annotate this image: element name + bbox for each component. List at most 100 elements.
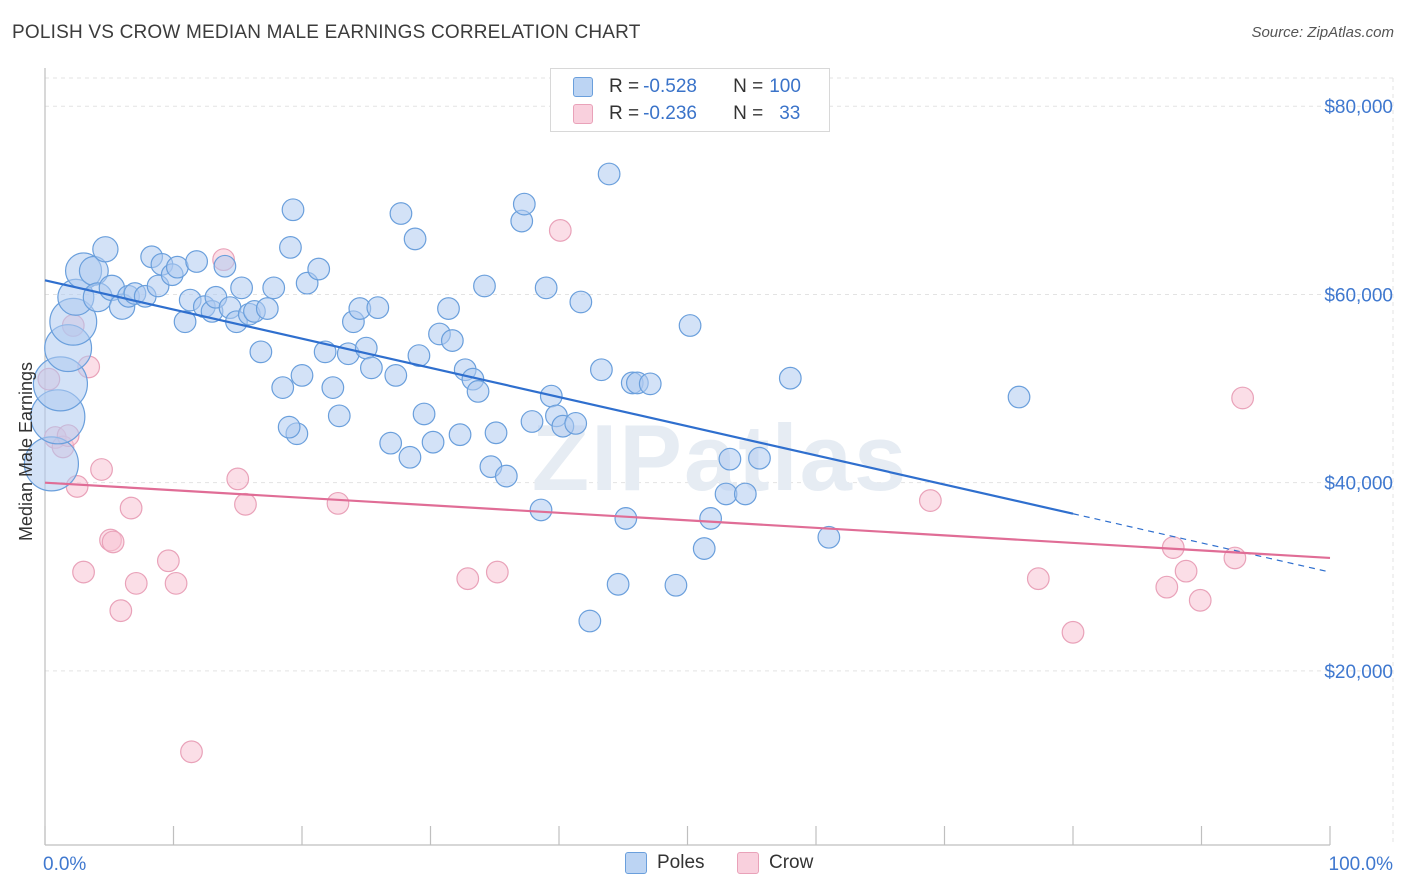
crow-point bbox=[1188, 588, 1212, 612]
y-tick-label: $40,000 bbox=[1324, 474, 1393, 495]
poles-point bbox=[437, 297, 460, 320]
axis-labels: $20,000 $40,000 $60,000 $80,000 0.0% 100.0% Me… bbox=[16, 97, 1393, 875]
poles-point bbox=[440, 329, 464, 352]
y-tick-label: $20,000 bbox=[1324, 662, 1393, 683]
poles-point bbox=[578, 609, 602, 633]
legend-row-poles: R = -0.528 N = 100 bbox=[573, 76, 801, 98]
poles-point bbox=[569, 290, 593, 314]
poles-point bbox=[512, 192, 536, 216]
crow-point bbox=[456, 567, 480, 591]
crow-point bbox=[1155, 575, 1179, 599]
crow-r-label: R = bbox=[609, 103, 640, 124]
crow-point bbox=[326, 491, 350, 515]
poles-point bbox=[529, 498, 553, 522]
poles-point bbox=[534, 276, 558, 300]
poles-point bbox=[403, 227, 427, 251]
poles-n-label: N = bbox=[733, 76, 764, 97]
crow-point bbox=[1026, 567, 1050, 591]
series-legend: Poles Crow bbox=[0, 852, 1406, 878]
poles-point bbox=[692, 537, 716, 560]
poles-point bbox=[614, 507, 638, 530]
poles-point bbox=[714, 482, 738, 506]
crow-n-label: N = bbox=[733, 103, 764, 124]
poles-r-label: R = bbox=[609, 76, 640, 97]
poles-point bbox=[448, 423, 472, 447]
poles-point bbox=[185, 250, 209, 273]
poles-point bbox=[279, 235, 302, 259]
poles-point bbox=[165, 255, 189, 279]
crow-point bbox=[164, 571, 188, 595]
poles-point bbox=[313, 340, 337, 364]
source-note: Source: ZipAtlas.com bbox=[1251, 24, 1394, 41]
x-tick-label-start: 0.0% bbox=[43, 854, 86, 875]
poles-point bbox=[638, 372, 662, 396]
poles-point bbox=[249, 340, 273, 364]
poles-point bbox=[92, 236, 119, 263]
crow-point bbox=[156, 549, 180, 573]
poles-swatch bbox=[573, 77, 593, 97]
poles-point bbox=[389, 202, 413, 225]
poles-legend-swatch bbox=[625, 852, 647, 874]
poles-point bbox=[421, 430, 445, 454]
poles-point bbox=[778, 366, 802, 390]
crow-legend-swatch bbox=[737, 852, 759, 874]
trend-lines bbox=[44, 279, 1331, 573]
poles-point bbox=[473, 274, 496, 298]
poles-point bbox=[327, 404, 351, 428]
crow-point bbox=[119, 496, 143, 520]
poles-point bbox=[520, 410, 544, 433]
x-tick-label-end: 100.0% bbox=[1329, 854, 1394, 875]
poles-point bbox=[384, 363, 408, 387]
poles-point bbox=[262, 276, 286, 300]
poles-point bbox=[733, 482, 757, 506]
poles-point bbox=[307, 257, 331, 281]
poles-trend-line bbox=[44, 279, 1074, 515]
poles-point bbox=[817, 525, 841, 549]
crow-point bbox=[109, 599, 133, 623]
crow-point bbox=[72, 560, 95, 584]
crow-point bbox=[180, 740, 203, 764]
poles-point bbox=[213, 254, 237, 278]
poles-point bbox=[281, 198, 305, 222]
y-tick-label: $60,000 bbox=[1324, 285, 1393, 306]
poles-point bbox=[277, 415, 301, 439]
poles-n-value: 100 bbox=[769, 76, 801, 97]
poles-point bbox=[398, 445, 422, 469]
poles-point bbox=[466, 379, 490, 403]
crow-swatch bbox=[573, 104, 593, 124]
poles-point bbox=[1007, 385, 1031, 409]
poles-point bbox=[590, 358, 613, 382]
poles-trend-extension bbox=[1072, 513, 1331, 573]
poles-point bbox=[255, 297, 279, 320]
crow-point bbox=[1231, 386, 1255, 410]
crow-trend-line bbox=[44, 481, 1331, 560]
poles-point bbox=[699, 507, 723, 530]
crow-point bbox=[485, 560, 509, 584]
legend-item-crow[interactable]: Crow bbox=[737, 852, 813, 874]
poles-point bbox=[230, 276, 254, 300]
poles-point bbox=[606, 572, 630, 596]
correlation-legend: R = -0.528 N = 100 R = -0.236 N = 33 bbox=[550, 68, 830, 132]
crow-point bbox=[124, 571, 148, 595]
poles-point bbox=[564, 411, 588, 435]
crow-point bbox=[1061, 620, 1085, 644]
crow-point bbox=[90, 458, 113, 481]
poles-r-value: -0.528 bbox=[643, 76, 697, 97]
poles-point bbox=[412, 402, 436, 426]
legend-item-poles[interactable]: Poles bbox=[625, 852, 705, 874]
poles-point bbox=[748, 446, 771, 470]
poles-point bbox=[321, 376, 345, 400]
poles-point bbox=[664, 573, 688, 597]
crow-point bbox=[234, 492, 257, 516]
poles-series bbox=[23, 162, 1031, 633]
crow-n-value: 33 bbox=[779, 103, 801, 124]
crow-r-value: -0.236 bbox=[643, 103, 697, 124]
poles-point bbox=[597, 162, 621, 186]
crow-point bbox=[1174, 559, 1198, 583]
crow-point bbox=[226, 467, 250, 491]
poles-legend-label: Poles bbox=[657, 852, 705, 873]
y-tick-label: $80,000 bbox=[1324, 97, 1393, 118]
poles-point bbox=[379, 431, 403, 455]
crow-point bbox=[548, 219, 572, 242]
